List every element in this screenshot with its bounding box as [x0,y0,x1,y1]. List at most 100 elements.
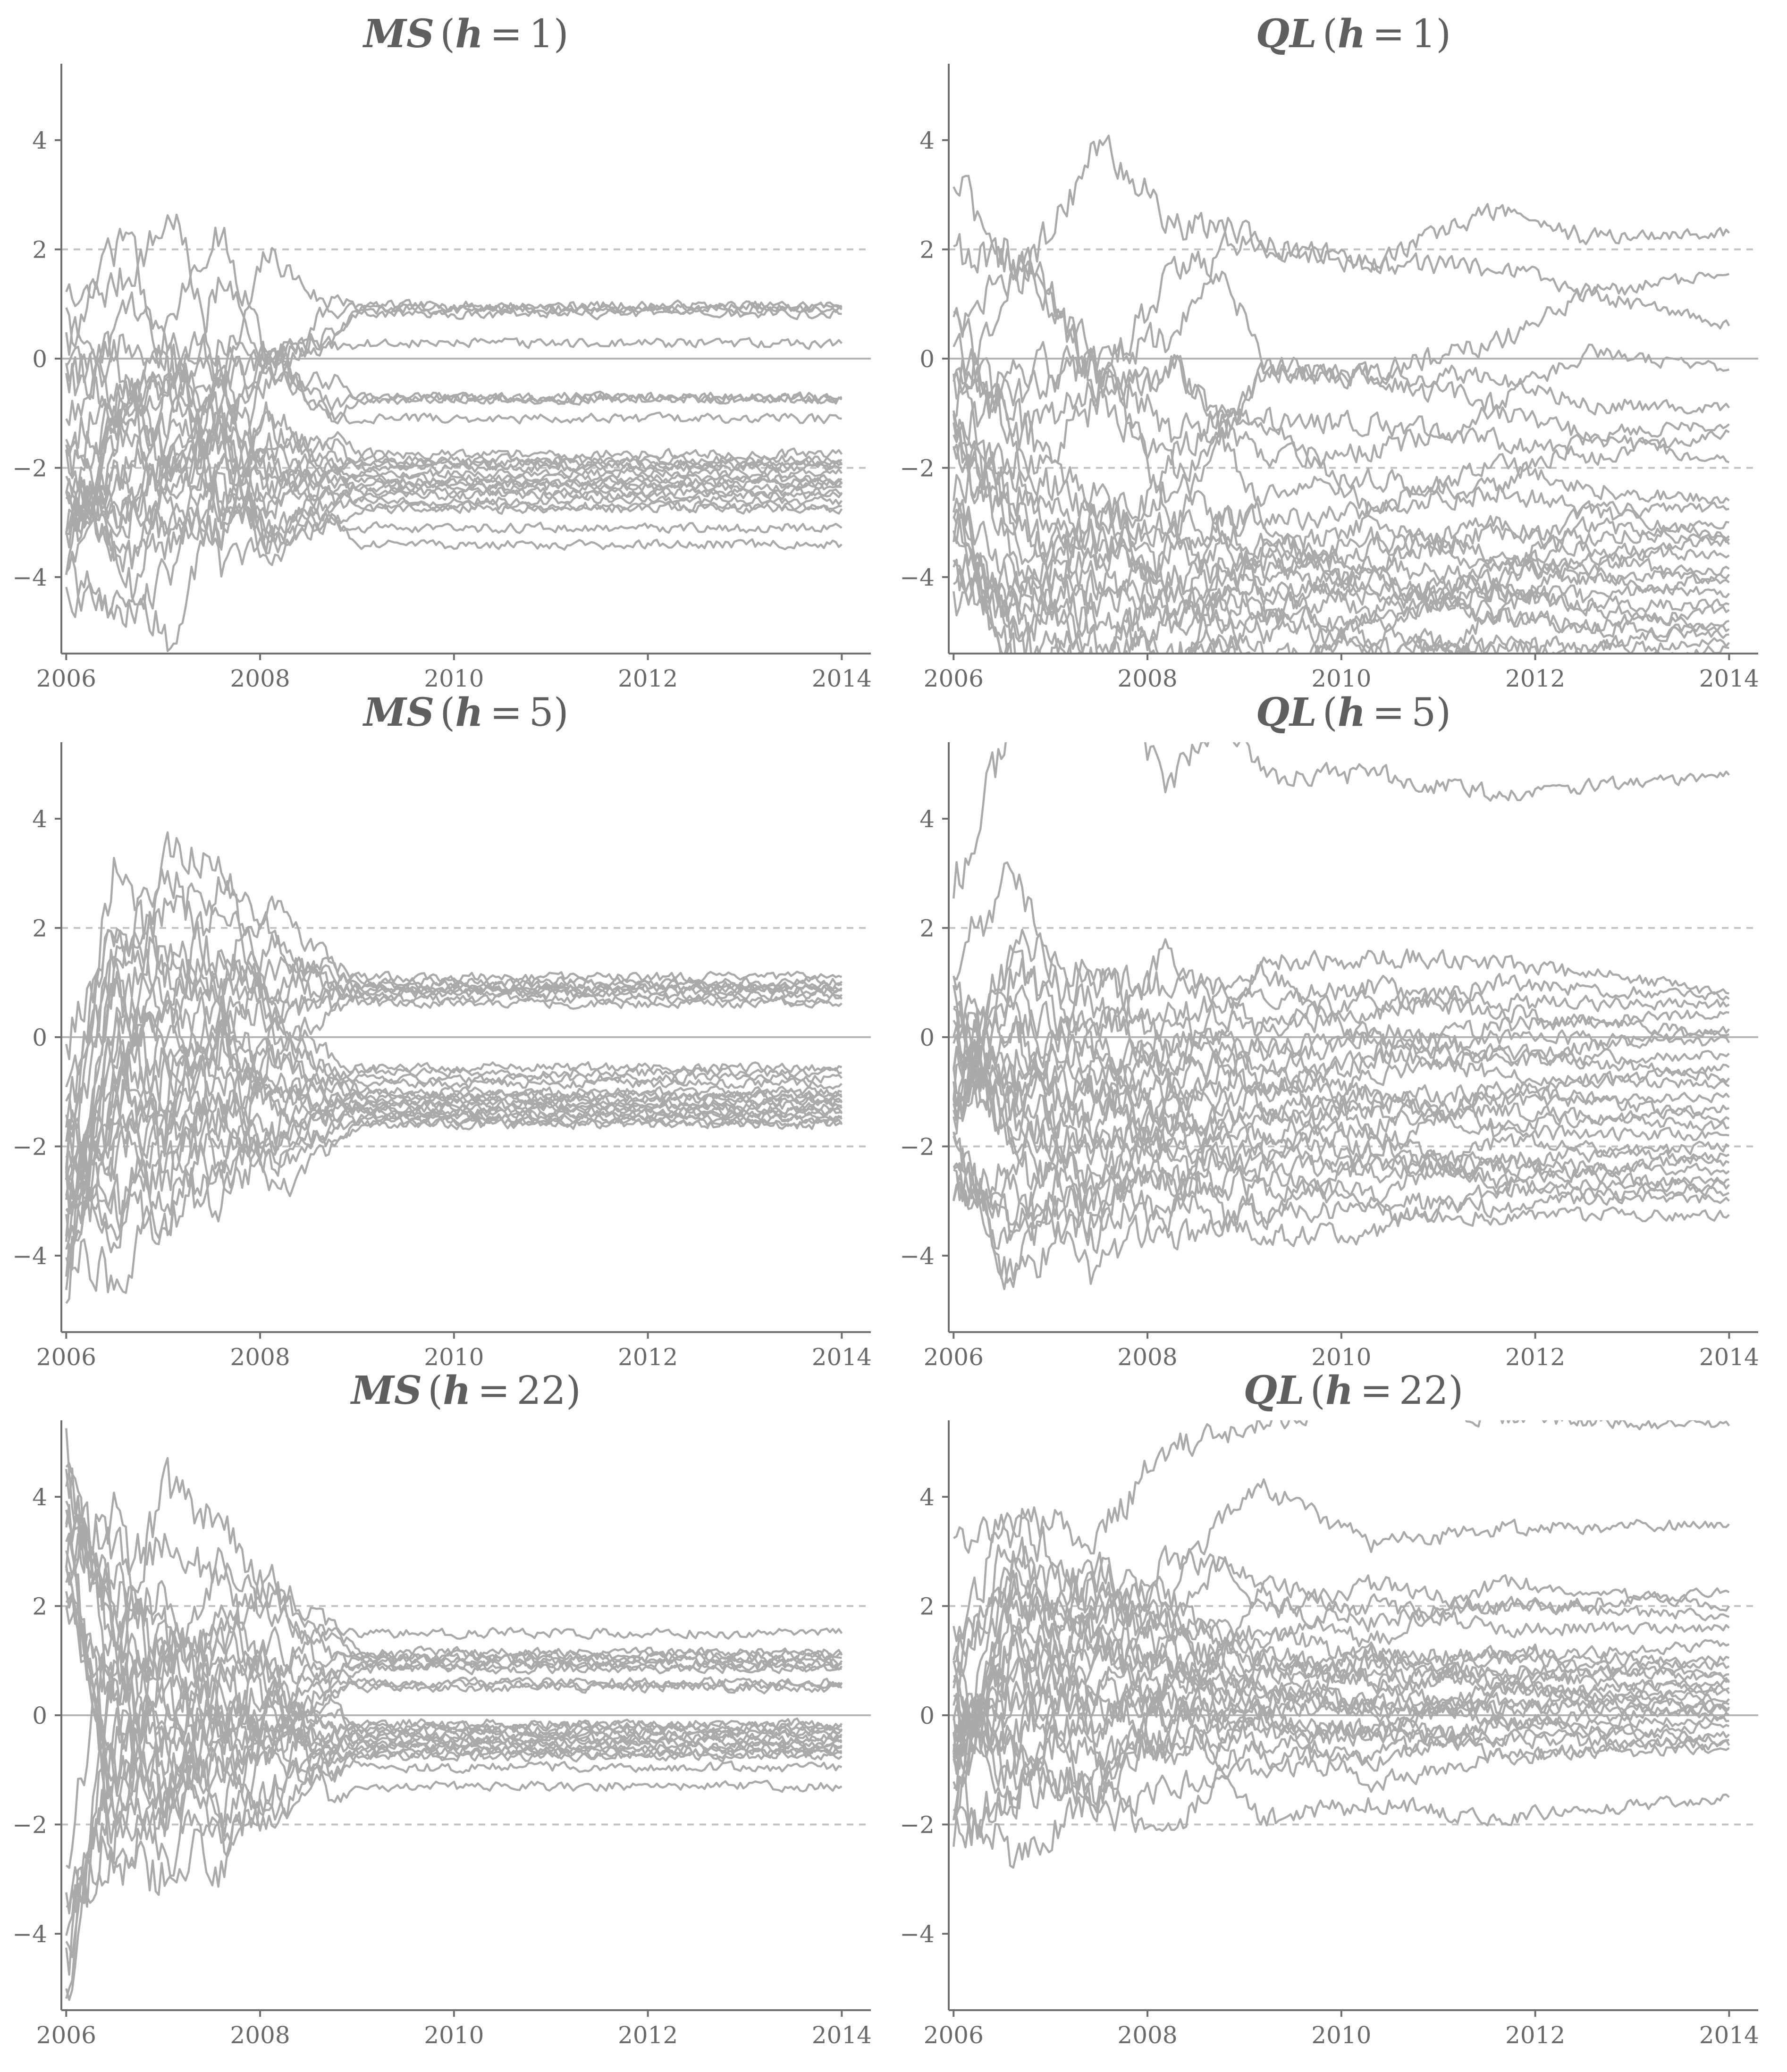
series-line [953,1126,1730,1250]
series-line [65,307,842,427]
series-line [65,1569,843,1821]
x-tick-label: 2010 [424,1343,484,1371]
series-line [953,552,1730,642]
y-tick-label: −2 [12,1811,47,1838]
y-tick-label: 4 [919,127,935,154]
series-line [65,445,843,570]
series-line [65,1093,843,1233]
series-line [953,1670,1729,1846]
series-line [65,226,843,428]
series-line [65,978,843,1304]
series-line [65,876,843,1128]
series-line [953,1508,1730,1647]
series-line [65,831,843,1202]
series-line [65,1471,842,1837]
y-tick-label: −2 [12,1133,47,1160]
x-tick-label: 2012 [1505,1343,1565,1371]
series-line [65,1532,842,1828]
series-line [66,1679,843,1908]
title-horizon: 1 [1411,12,1436,57]
series-line [953,358,1730,636]
x-tick-label: 2006 [924,1343,984,1371]
series-line [65,453,843,652]
x-tick-label: 2012 [1505,2022,1565,2049]
series-line [65,397,843,550]
series-line [65,976,842,1241]
y-tick-label: 0 [32,1024,47,1051]
series-line [65,425,843,527]
title-metric: MS [350,1368,422,1413]
x-tick-label: 2014 [812,2022,872,2049]
y-tick-label: −4 [12,1921,47,1948]
y-tick-label: −4 [900,564,935,591]
series-line [65,409,843,554]
panel-ql1: QL (h = 1) 4 2 0 −2 −4 2006 2008 2010 2012 2014 [900,11,1759,692]
series-line [953,1588,1730,1789]
series-line [953,861,1729,1090]
series-line [953,1659,1730,1781]
panel-title: MS (h = 1) [362,11,569,57]
x-tick-label: 2010 [1311,1343,1371,1371]
x-tick-label: 2014 [812,665,872,692]
y-tick-label: −2 [12,454,47,482]
x-tick-label: 2012 [618,665,678,692]
y-tick-label: 0 [919,1702,935,1729]
series-group [65,1428,843,2001]
title-horizon: 22 [517,1368,566,1413]
series-line [65,1594,843,1884]
series-line [65,1500,843,1674]
series-line [65,1510,843,1886]
series-line [953,974,1730,1045]
y-tick-label: 4 [919,805,935,833]
series-line [953,1089,1729,1233]
title-metric: QL [1256,11,1317,57]
series-line [65,1724,843,1914]
series-line [65,344,843,537]
series-line [953,1552,1730,1743]
series-line [953,1638,1730,1760]
series-line [953,1066,1730,1254]
series-line [65,1039,843,1245]
series-line [953,1072,1730,1239]
panel-title: QL (h = 1) [1256,11,1451,57]
y-tick-label: 2 [919,915,935,942]
y-tick-label: −4 [900,1242,935,1270]
y-tick-label: 2 [32,915,47,942]
panel-ms22: MS (h = 22) 4 2 0 −2 −4 2006 2008 2010 2012 2014 [12,1368,872,2049]
title-metric: QL [1256,690,1317,735]
title-horizon: 5 [529,690,554,735]
series-line [953,539,1729,654]
series-line [65,1048,843,1242]
title-metric: MS [362,690,434,735]
series-line [953,1557,1730,1732]
series-line [953,967,1729,1145]
series-line [65,1029,843,1172]
series-line [953,577,1729,654]
x-tick-label: 2008 [1117,2022,1177,2049]
x-tick-label: 2006 [924,665,984,692]
series-line [953,367,1729,569]
series-line [953,1420,1730,1555]
x-tick-label: 2006 [924,2022,984,2049]
series-line [65,1547,842,1796]
series-line [953,1593,1730,1820]
series-line [65,392,843,624]
series-line [953,558,1730,654]
series-line [65,918,843,1060]
series-line [953,1624,1730,1764]
series-line [65,990,843,1196]
series-line [65,1535,843,1838]
x-tick-label: 2008 [230,665,290,692]
x-tick-label: 2008 [230,1343,290,1371]
x-tick-label: 2010 [424,2022,484,2049]
series-line [65,868,843,1242]
series-group [953,134,1730,654]
y-tick-label: −4 [12,564,47,591]
series-line [953,1572,1730,1683]
x-tick-label: 2010 [1311,665,1371,692]
series-line [65,1633,843,2001]
title-horizon: 1 [529,12,554,57]
series-line [953,310,1730,482]
x-tick-label: 2012 [618,1343,678,1371]
series-line [953,938,1730,1091]
